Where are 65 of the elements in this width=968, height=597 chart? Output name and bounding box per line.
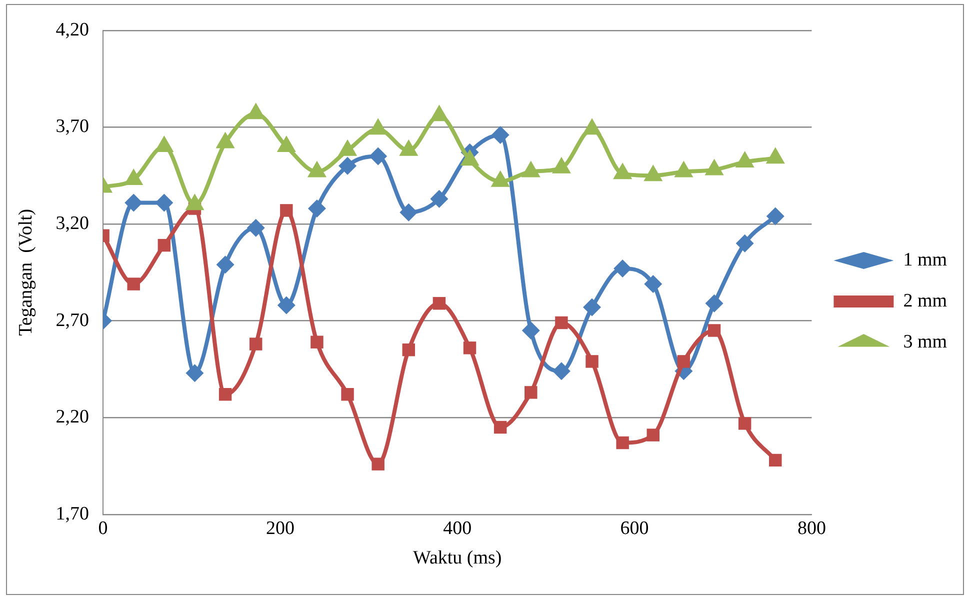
x-tick-label: 600 bbox=[620, 518, 649, 539]
point bbox=[249, 338, 262, 350]
point bbox=[399, 139, 418, 156]
y-tick-label: 2,20 bbox=[56, 406, 90, 428]
point bbox=[704, 158, 724, 176]
point bbox=[277, 296, 296, 314]
point bbox=[127, 278, 140, 290]
point bbox=[552, 362, 570, 380]
x-tick-label: 0 bbox=[98, 518, 108, 539]
point bbox=[677, 355, 690, 368]
point bbox=[616, 436, 629, 450]
point bbox=[246, 218, 265, 237]
point bbox=[490, 170, 510, 187]
point bbox=[276, 136, 296, 152]
x-tick-label: 200 bbox=[266, 518, 294, 539]
point bbox=[307, 160, 326, 178]
point bbox=[158, 238, 171, 252]
point bbox=[218, 388, 232, 401]
point bbox=[646, 428, 660, 442]
legend-label: 3 mm bbox=[903, 331, 948, 352]
point bbox=[186, 364, 204, 382]
point bbox=[372, 458, 384, 470]
point bbox=[674, 160, 694, 178]
point bbox=[738, 417, 752, 430]
y-tick-label: 3,70 bbox=[56, 116, 90, 138]
point bbox=[613, 162, 632, 180]
point bbox=[460, 149, 480, 166]
point bbox=[582, 118, 602, 135]
y-tick-label: 1,70 bbox=[56, 503, 90, 524]
point bbox=[216, 132, 235, 148]
point bbox=[708, 324, 721, 337]
x-tick-label: 800 bbox=[797, 518, 826, 539]
point bbox=[216, 256, 234, 274]
point bbox=[524, 386, 538, 399]
y-tick-label: 2,70 bbox=[56, 310, 90, 331]
y-tick-label: 4,20 bbox=[56, 19, 90, 40]
point bbox=[185, 194, 204, 210]
point bbox=[402, 343, 416, 356]
point bbox=[705, 294, 724, 312]
point bbox=[769, 454, 782, 467]
point bbox=[586, 355, 598, 368]
point bbox=[463, 342, 476, 354]
point bbox=[310, 336, 324, 348]
x-tick-label: 400 bbox=[443, 518, 472, 539]
point bbox=[614, 260, 632, 278]
point bbox=[555, 316, 568, 330]
point bbox=[522, 321, 540, 340]
point bbox=[432, 297, 446, 310]
point bbox=[583, 298, 602, 316]
legend-label: 2 mm bbox=[903, 290, 948, 312]
y-axis-title: Tegangan (Volt) bbox=[15, 208, 36, 336]
y-tick-label: 3,20 bbox=[56, 212, 90, 234]
point bbox=[766, 147, 785, 164]
point bbox=[644, 164, 663, 182]
point bbox=[736, 234, 754, 252]
point bbox=[644, 275, 662, 294]
point bbox=[341, 388, 354, 401]
point bbox=[735, 151, 754, 168]
point bbox=[494, 420, 507, 434]
point bbox=[338, 139, 358, 156]
point bbox=[521, 160, 540, 178]
point bbox=[430, 104, 449, 122]
legend-label: 1 mm bbox=[903, 249, 948, 270]
x-axis-title: Waktu (ms) bbox=[413, 548, 502, 569]
point bbox=[552, 156, 571, 174]
